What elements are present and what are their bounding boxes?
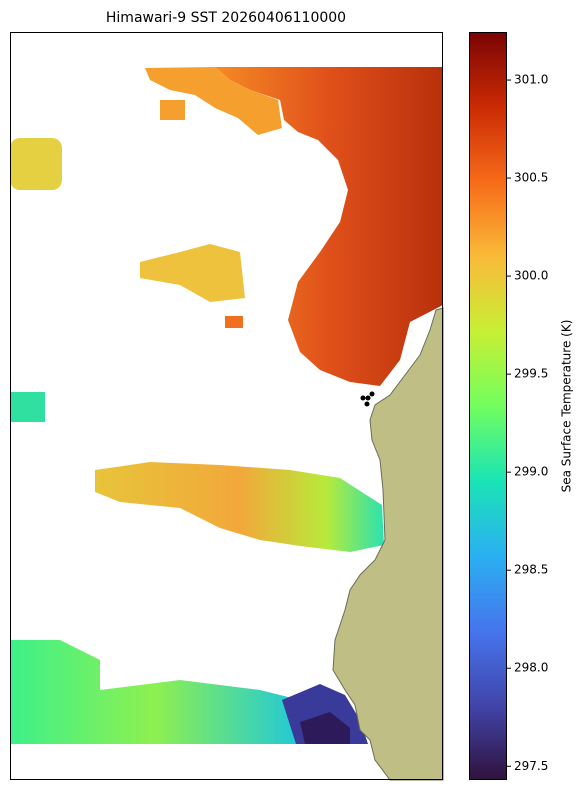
colorbar-tick-label: 299.5 (514, 367, 548, 381)
colorbar-tick-label: 297.5 (514, 759, 548, 773)
colorbar-frame (469, 32, 507, 780)
sst-warm (215, 67, 443, 386)
colorbar-tick-label: 298.5 (514, 563, 548, 577)
map-frame (10, 32, 443, 780)
colorbar-tick-label: 300.0 (514, 269, 548, 283)
sst-patch (10, 392, 45, 422)
colorbar-tick-label: 300.5 (514, 171, 548, 185)
sst-orange (145, 67, 282, 135)
map (10, 32, 444, 781)
sst-patch (225, 316, 243, 328)
station-markers (360, 391, 375, 407)
sst-patch (10, 138, 62, 190)
colorbar-tick-label: 301.0 (514, 73, 548, 87)
sst-patch (160, 100, 185, 120)
colorbar-label: Sea Surface Temperature (K) (560, 320, 574, 493)
land (332, 307, 444, 781)
title: Himawari-9 SST 20260406110000 (106, 10, 346, 26)
sst-coldcore (300, 712, 350, 744)
colorbar-tick-label: 299.0 (514, 465, 548, 479)
colorbar-tick-label: 298.0 (514, 661, 548, 675)
sst-patch (140, 244, 245, 302)
colorbar (469, 32, 507, 780)
sst-low (10, 640, 300, 744)
sst-band (95, 462, 384, 552)
